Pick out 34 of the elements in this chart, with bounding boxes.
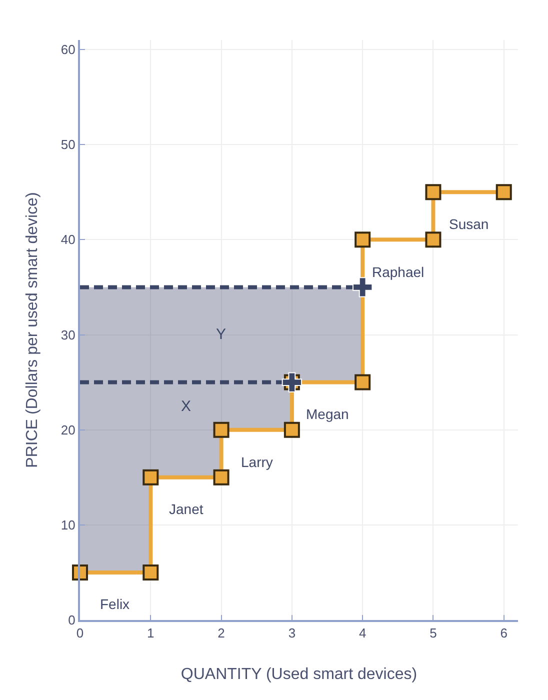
x-axis-title: QUANTITY (Used smart devices) xyxy=(180,666,418,683)
x-tick-label: 5 xyxy=(430,626,437,641)
point xyxy=(352,277,373,298)
y-tick-label: 0 xyxy=(68,612,76,628)
point xyxy=(142,469,159,486)
annotation: Janet xyxy=(169,501,204,517)
point xyxy=(354,374,371,390)
y-tick-label: 30 xyxy=(60,327,76,342)
x-tick-label: 6 xyxy=(500,626,508,641)
point xyxy=(213,469,230,486)
series-label: X xyxy=(181,398,192,415)
x-tick-label: 4 xyxy=(358,626,366,641)
annotation: Raphael xyxy=(372,264,424,280)
y-tick-label: 10 xyxy=(60,517,76,532)
annotation: Felix xyxy=(100,596,130,612)
x-tick-label: 3 xyxy=(288,626,296,641)
x-tick-label: 1 xyxy=(147,626,154,641)
y-tick-label: 50 xyxy=(60,137,76,152)
x-tick-label: 2 xyxy=(218,626,225,641)
point xyxy=(425,184,442,200)
point xyxy=(496,184,512,200)
point xyxy=(142,564,159,580)
point xyxy=(284,422,300,438)
y-axis-title: PRICE (Dollars per used smart device) xyxy=(24,192,41,468)
text: Y xyxy=(216,326,226,343)
y-tick-label: 60 xyxy=(60,42,76,58)
y-tick-label: 40 xyxy=(60,232,76,248)
annotation: Susan xyxy=(449,216,489,232)
point xyxy=(213,422,230,438)
point xyxy=(425,232,442,248)
y-tick-label: 20 xyxy=(60,422,76,438)
annotation: Larry xyxy=(241,454,273,470)
point xyxy=(354,232,371,248)
annotation: Megan xyxy=(306,406,349,422)
